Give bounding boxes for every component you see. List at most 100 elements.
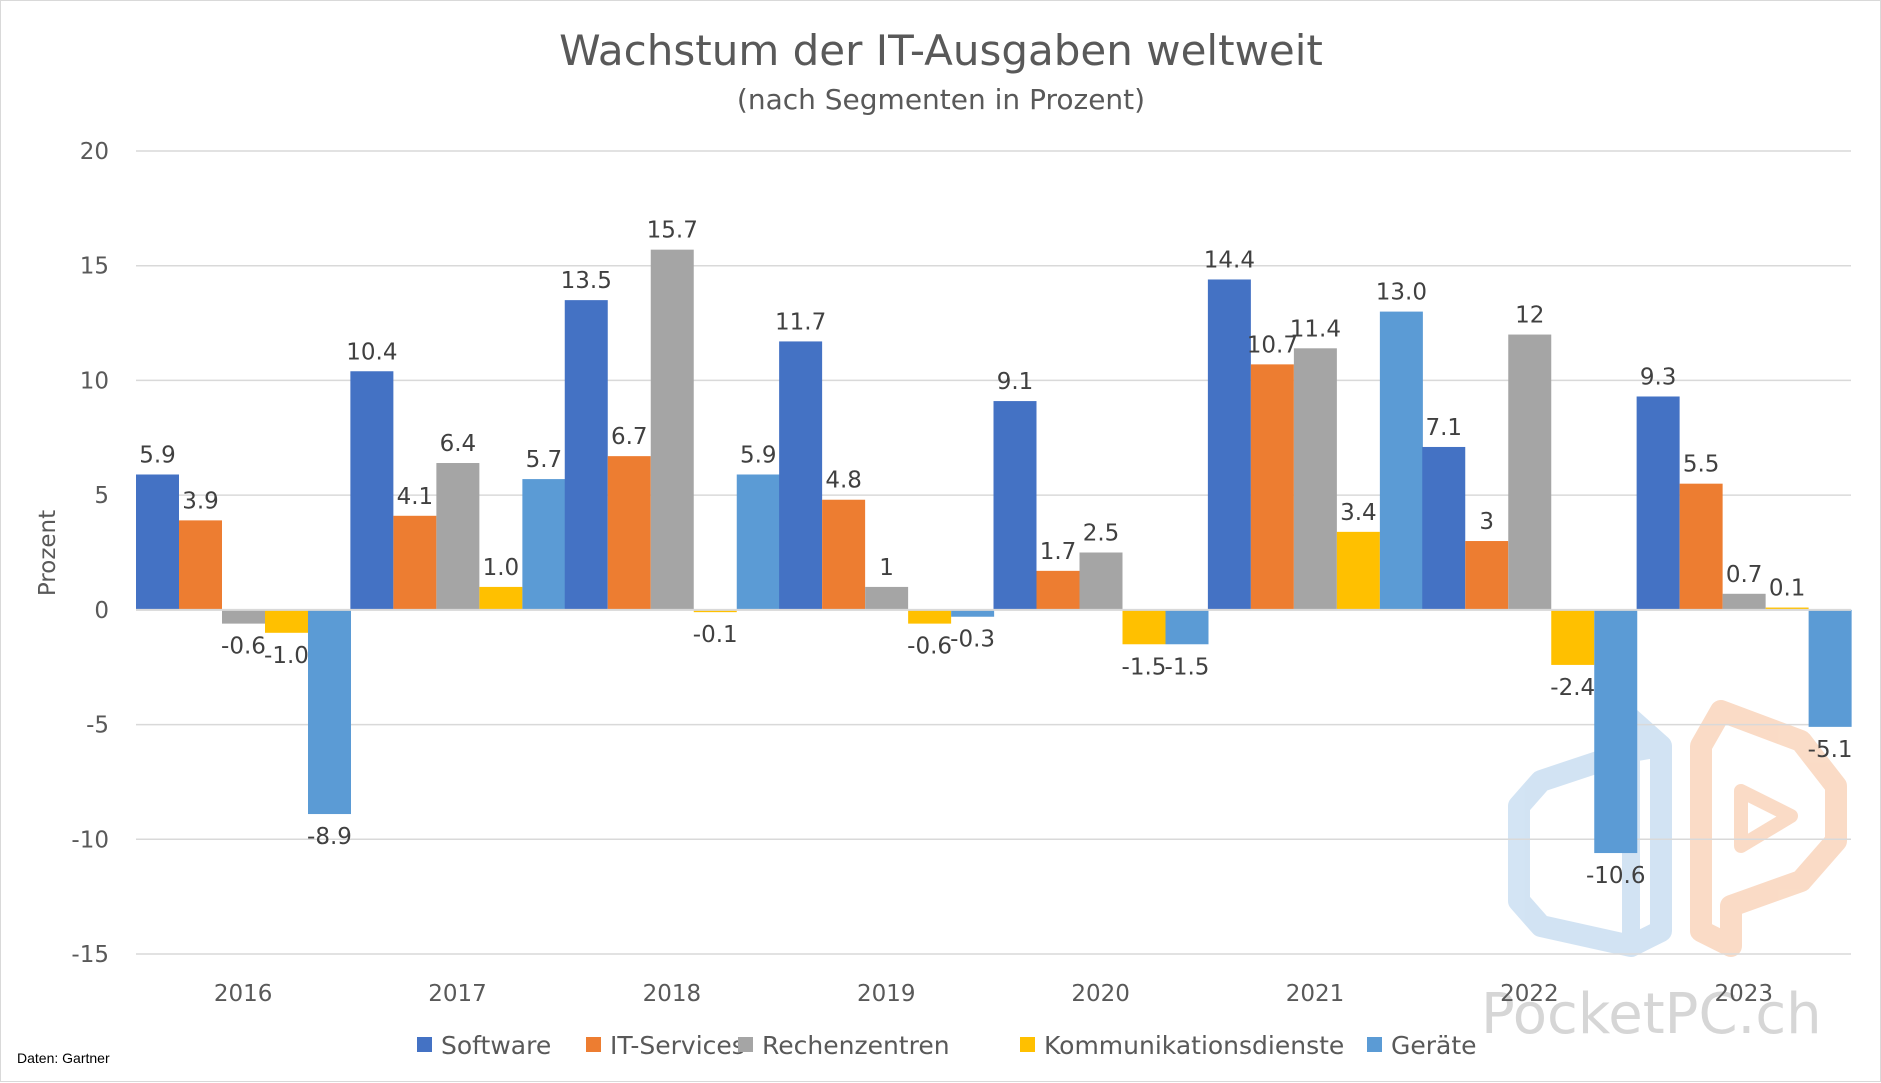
y-tick-label: 5 xyxy=(94,483,109,509)
data-label: -0.6 xyxy=(221,634,266,660)
bar xyxy=(265,609,308,633)
pocketpc-logo-icon xyxy=(1508,697,1847,957)
data-label: 3 xyxy=(1479,509,1494,535)
bar xyxy=(1422,446,1466,610)
data-label: -5.1 xyxy=(1808,737,1853,763)
bar xyxy=(222,609,265,624)
data-label: 13.5 xyxy=(561,268,612,294)
data-label: -2.4 xyxy=(1550,675,1595,701)
data-label: 5.7 xyxy=(526,447,563,473)
data-label: 7.1 xyxy=(1425,415,1462,441)
x-tick-label: 2019 xyxy=(857,981,916,1007)
data-label: 0.7 xyxy=(1726,562,1763,588)
data-label: 6.7 xyxy=(611,424,648,450)
bar xyxy=(1594,609,1638,854)
bar xyxy=(607,456,651,610)
legend-label: IT-Services xyxy=(610,1031,745,1060)
data-label: 12 xyxy=(1515,303,1544,329)
watermark: PocketPC.ch xyxy=(1481,697,1847,1047)
data-labels: 5.93.9-0.6-1.0-8.910.44.16.41.05.713.56.… xyxy=(139,218,1852,889)
data-label: 5.9 xyxy=(740,442,777,468)
bar xyxy=(908,609,952,624)
x-tick-label: 2020 xyxy=(1071,981,1130,1007)
data-label: 6.4 xyxy=(440,431,477,457)
data-label: -0.3 xyxy=(950,627,995,653)
data-label: 11.7 xyxy=(775,309,826,335)
bar xyxy=(350,371,394,610)
legend-swatch xyxy=(738,1037,753,1052)
watermark-text: PocketPC.ch xyxy=(1481,982,1822,1047)
data-label: 11.4 xyxy=(1290,316,1341,342)
x-tick-label: 2016 xyxy=(214,981,273,1007)
y-tick-label: 20 xyxy=(80,139,109,165)
bars xyxy=(136,249,1852,854)
bar xyxy=(1379,311,1423,610)
x-tick-label: 2022 xyxy=(1500,981,1559,1007)
bar xyxy=(1336,531,1380,610)
data-label: -8.9 xyxy=(307,824,352,850)
y-tick-label: -5 xyxy=(86,713,109,739)
data-label: 3.9 xyxy=(182,488,219,514)
bar xyxy=(136,474,179,610)
bar xyxy=(1808,609,1852,727)
bar xyxy=(865,586,909,610)
data-label: -0.6 xyxy=(907,634,952,660)
y-tick-label: -10 xyxy=(71,827,109,853)
data-label: 4.1 xyxy=(397,484,434,510)
bar xyxy=(1551,609,1595,665)
bar xyxy=(822,499,866,610)
y-tick-label: 15 xyxy=(80,254,109,280)
bar xyxy=(1165,609,1209,645)
bar xyxy=(436,463,480,610)
data-label: 4.8 xyxy=(825,468,862,494)
bar xyxy=(308,609,351,815)
legend-swatch xyxy=(1367,1037,1382,1052)
data-label: -10.6 xyxy=(1586,863,1646,889)
bar xyxy=(1636,396,1680,610)
bar xyxy=(1036,570,1080,610)
legend-label: Kommunikationsdienste xyxy=(1044,1031,1344,1060)
data-label: 1.7 xyxy=(1040,539,1077,565)
bar xyxy=(693,609,737,613)
bar xyxy=(1122,609,1166,645)
bar xyxy=(993,401,1037,610)
legend-label: Software xyxy=(441,1031,551,1060)
bar xyxy=(564,300,608,610)
data-label: 13.0 xyxy=(1376,280,1427,306)
bar xyxy=(736,474,780,610)
source-note: Daten: Gartner xyxy=(17,1050,110,1066)
legend-label: Rechenzentren xyxy=(762,1031,950,1060)
y-axis-label: Prozent xyxy=(35,510,61,596)
legend-swatch xyxy=(1020,1037,1035,1052)
bar xyxy=(1679,483,1723,610)
data-label: 5.9 xyxy=(139,442,176,468)
data-label: 10.7 xyxy=(1247,332,1298,358)
chart-title: Wachstum der IT-Ausgaben weltweit xyxy=(559,26,1323,75)
chart-subtitle: (nach Segmenten in Prozent) xyxy=(737,83,1145,116)
data-label: 1 xyxy=(879,555,894,581)
legend: Software IT-Services Rechenzentren Kommunik… xyxy=(417,1031,1477,1060)
x-tick-label: 2023 xyxy=(1715,981,1774,1007)
data-label: 2.5 xyxy=(1083,521,1120,547)
data-label: -1.5 xyxy=(1122,654,1167,680)
data-label: -0.1 xyxy=(693,622,738,648)
bar xyxy=(1207,279,1251,610)
data-label: 5.5 xyxy=(1683,452,1720,478)
bar xyxy=(522,479,566,610)
bar xyxy=(1293,348,1337,610)
bar xyxy=(393,515,437,610)
legend-swatch xyxy=(586,1037,601,1052)
y-tick-label: -15 xyxy=(71,942,109,968)
data-label: 14.4 xyxy=(1204,247,1255,273)
data-label: -1.5 xyxy=(1165,654,1210,680)
x-tick-label: 2017 xyxy=(428,981,487,1007)
x-tick-label: 2021 xyxy=(1286,981,1345,1007)
bar xyxy=(1250,364,1294,610)
data-label: 9.1 xyxy=(997,369,1034,395)
axes: -15 -10 -5 0 5 10 15 20 2016 2017 2018 2019 2020 2021… xyxy=(71,139,1851,1007)
data-label: 10.4 xyxy=(346,339,397,365)
data-label: -1.0 xyxy=(264,643,309,669)
bar xyxy=(479,586,523,610)
